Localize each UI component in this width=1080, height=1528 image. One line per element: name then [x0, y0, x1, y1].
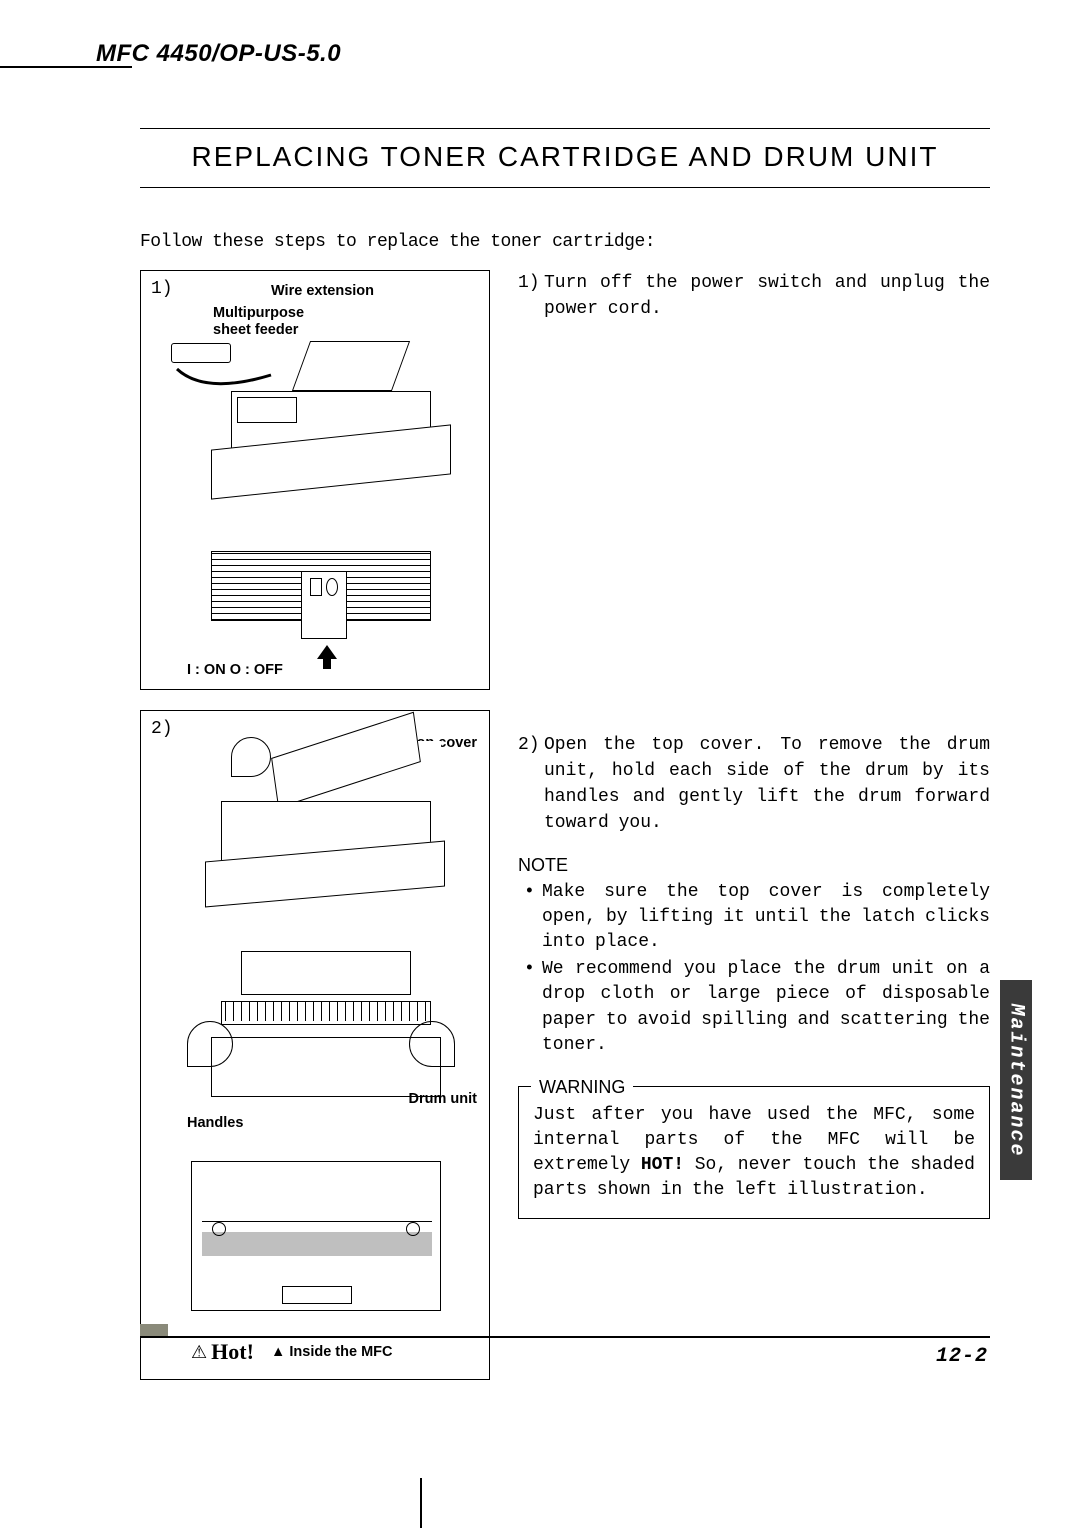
warning-hot: HOT!: [641, 1155, 684, 1175]
intro-text: Follow these steps to replace the toner …: [140, 232, 990, 252]
printer-sketch: [201, 361, 441, 511]
arrow-stem: [323, 657, 331, 669]
section-title: REPLACING TONER CARTRIDGE AND DRUM UNIT: [140, 141, 990, 173]
label-sheet-feeder: Multipurpose sheet feeder: [213, 305, 304, 338]
power-switch: [301, 571, 347, 639]
section-tab: Maintenance: [1000, 980, 1032, 1180]
warning-box: WARNING Just after you have used the MFC…: [518, 1086, 990, 1219]
content-columns: 1) Wire extension Multipurpose sheet fee…: [140, 270, 990, 1380]
step-number: 2): [518, 732, 544, 836]
note-heading: NOTE: [518, 855, 990, 876]
note-block: NOTE Make sure the top cover is complete…: [518, 855, 990, 1058]
step-text: Open the top cover. To remove the drum u…: [544, 732, 990, 836]
figure-number: 2): [151, 719, 173, 739]
label-handles: Handles: [187, 1115, 243, 1132]
spacer: [518, 332, 990, 732]
label-hot: Hot!: [191, 1339, 254, 1365]
label-drum-unit: Drum unit: [409, 1091, 477, 1108]
label-line: Multipurpose: [213, 305, 304, 321]
model-header: MFC 4450/OP-US-5.0: [96, 40, 990, 68]
step-number: 1): [518, 270, 544, 322]
label-line: sheet feeder: [213, 322, 298, 338]
label-on-off: I : ON O : OFF: [187, 662, 283, 679]
step-text: Turn off the power switch and unplug the…: [544, 270, 990, 322]
cord-icon: [175, 361, 275, 401]
open-cover-sketch: [191, 741, 441, 921]
figure-1: 1) Wire extension Multipurpose sheet fee…: [140, 270, 490, 690]
footer-rule: [140, 1336, 990, 1339]
inside-mfc-sketch: [191, 1161, 441, 1311]
note-list: Make sure the top cover is completely op…: [518, 880, 990, 1058]
page-number: 12-2: [936, 1345, 988, 1368]
figures-column: 1) Wire extension Multipurpose sheet fee…: [140, 270, 490, 1380]
section-title-bar: REPLACING TONER CARTRIDGE AND DRUM UNIT: [140, 128, 990, 188]
note-item: We recommend you place the drum unit on …: [524, 957, 990, 1058]
step-2: 2) Open the top cover. To remove the dru…: [518, 732, 990, 836]
label-wire-extension: Wire extension: [271, 283, 374, 300]
crop-mark: [420, 1478, 422, 1528]
step-1: 1) Turn off the power switch and unplug …: [518, 270, 990, 322]
section-tab-label: Maintenance: [1005, 1003, 1028, 1157]
text-column: 1) Turn off the power switch and unplug …: [518, 270, 990, 1380]
note-item: Make sure the top cover is completely op…: [524, 880, 990, 956]
manual-page: MFC 4450/OP-US-5.0 REPLACING TONER CARTR…: [0, 0, 1080, 1528]
figure-2: 2) Top cover Drum: [140, 710, 490, 1380]
label-inside-mfc: ▲ Inside the MFC: [271, 1344, 393, 1361]
figure-number: 1): [151, 279, 173, 299]
crop-mark: [0, 66, 132, 68]
warning-heading: WARNING: [531, 1075, 633, 1100]
